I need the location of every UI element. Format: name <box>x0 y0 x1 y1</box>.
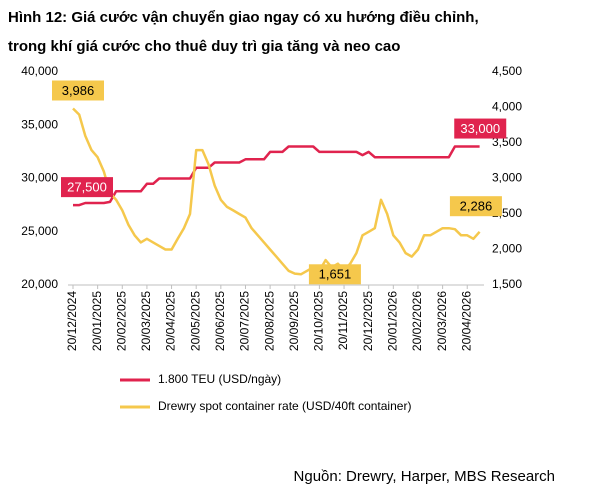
series-line <box>72 107 481 276</box>
chart-subtitle: trong khí giá cước cho thuê duy trì gia … <box>8 38 400 55</box>
x-tick-label: 20/02/2025 <box>114 291 128 351</box>
x-tick-label: 20/03/2025 <box>139 291 153 351</box>
x-tick-label: 20/10/2025 <box>312 291 326 351</box>
y2-tick-label: 2,000 <box>492 242 522 256</box>
value-label: 1,651 <box>319 267 352 282</box>
x-tick-label: 20/05/2025 <box>188 291 202 351</box>
value-label-box <box>52 80 104 101</box>
x-tick-label: 20/12/2025 <box>361 291 375 351</box>
y2-tick-label: 1,500 <box>492 277 522 291</box>
x-tick-label: 20/04/2026 <box>459 291 473 351</box>
x-tick-label: 20/12/2024 <box>65 291 79 351</box>
value-label-box <box>454 118 507 139</box>
value-label-box <box>449 196 502 217</box>
source: Nguồn: Drewry, Harper, MBS Research <box>294 468 555 485</box>
x-tick-label: 20/11/2025 <box>336 291 350 350</box>
y2-tick-label: 3,000 <box>492 171 522 185</box>
x-tick-label: 20/02/2026 <box>410 291 424 351</box>
x-tick-label: 20/01/2025 <box>90 291 104 351</box>
y-tick-label: 35,000 <box>21 117 58 131</box>
value-label: 33,000 <box>460 121 500 136</box>
y2-tick-label: 3,500 <box>492 135 522 149</box>
x-tick-label: 20/01/2026 <box>385 291 399 351</box>
value-label: 2,286 <box>460 199 493 214</box>
y2-tick-label: 4,000 <box>492 100 522 114</box>
y-tick-label: 40,000 <box>21 64 58 78</box>
legend-label: Drewry spot container rate (USD/40ft con… <box>158 399 411 413</box>
y-tick-label: 25,000 <box>21 224 58 238</box>
x-tick-label: 20/04/2025 <box>164 291 178 351</box>
x-tick-label: 20/06/2025 <box>213 291 227 351</box>
x-tick-label: 20/08/2025 <box>262 291 276 351</box>
value-label: 27,500 <box>67 180 107 195</box>
y2-tick-label: 4,500 <box>492 64 522 78</box>
y-tick-label: 20,000 <box>21 277 58 291</box>
series-line <box>73 145 480 207</box>
value-label-box <box>308 264 361 285</box>
x-tick-label: 20/03/2026 <box>435 291 449 351</box>
legend-label: 1.800 TEU (USD/ngày) <box>158 372 281 386</box>
value-label: 3,986 <box>62 83 95 98</box>
y-tick-label: 30,000 <box>21 171 58 185</box>
chart-title: Hình 12: Giá cước vận chuyển giao ngay c… <box>8 9 479 26</box>
x-tick-label: 20/09/2025 <box>287 291 301 351</box>
x-tick-label: 20/07/2025 <box>238 291 252 351</box>
value-label-box <box>61 177 113 198</box>
